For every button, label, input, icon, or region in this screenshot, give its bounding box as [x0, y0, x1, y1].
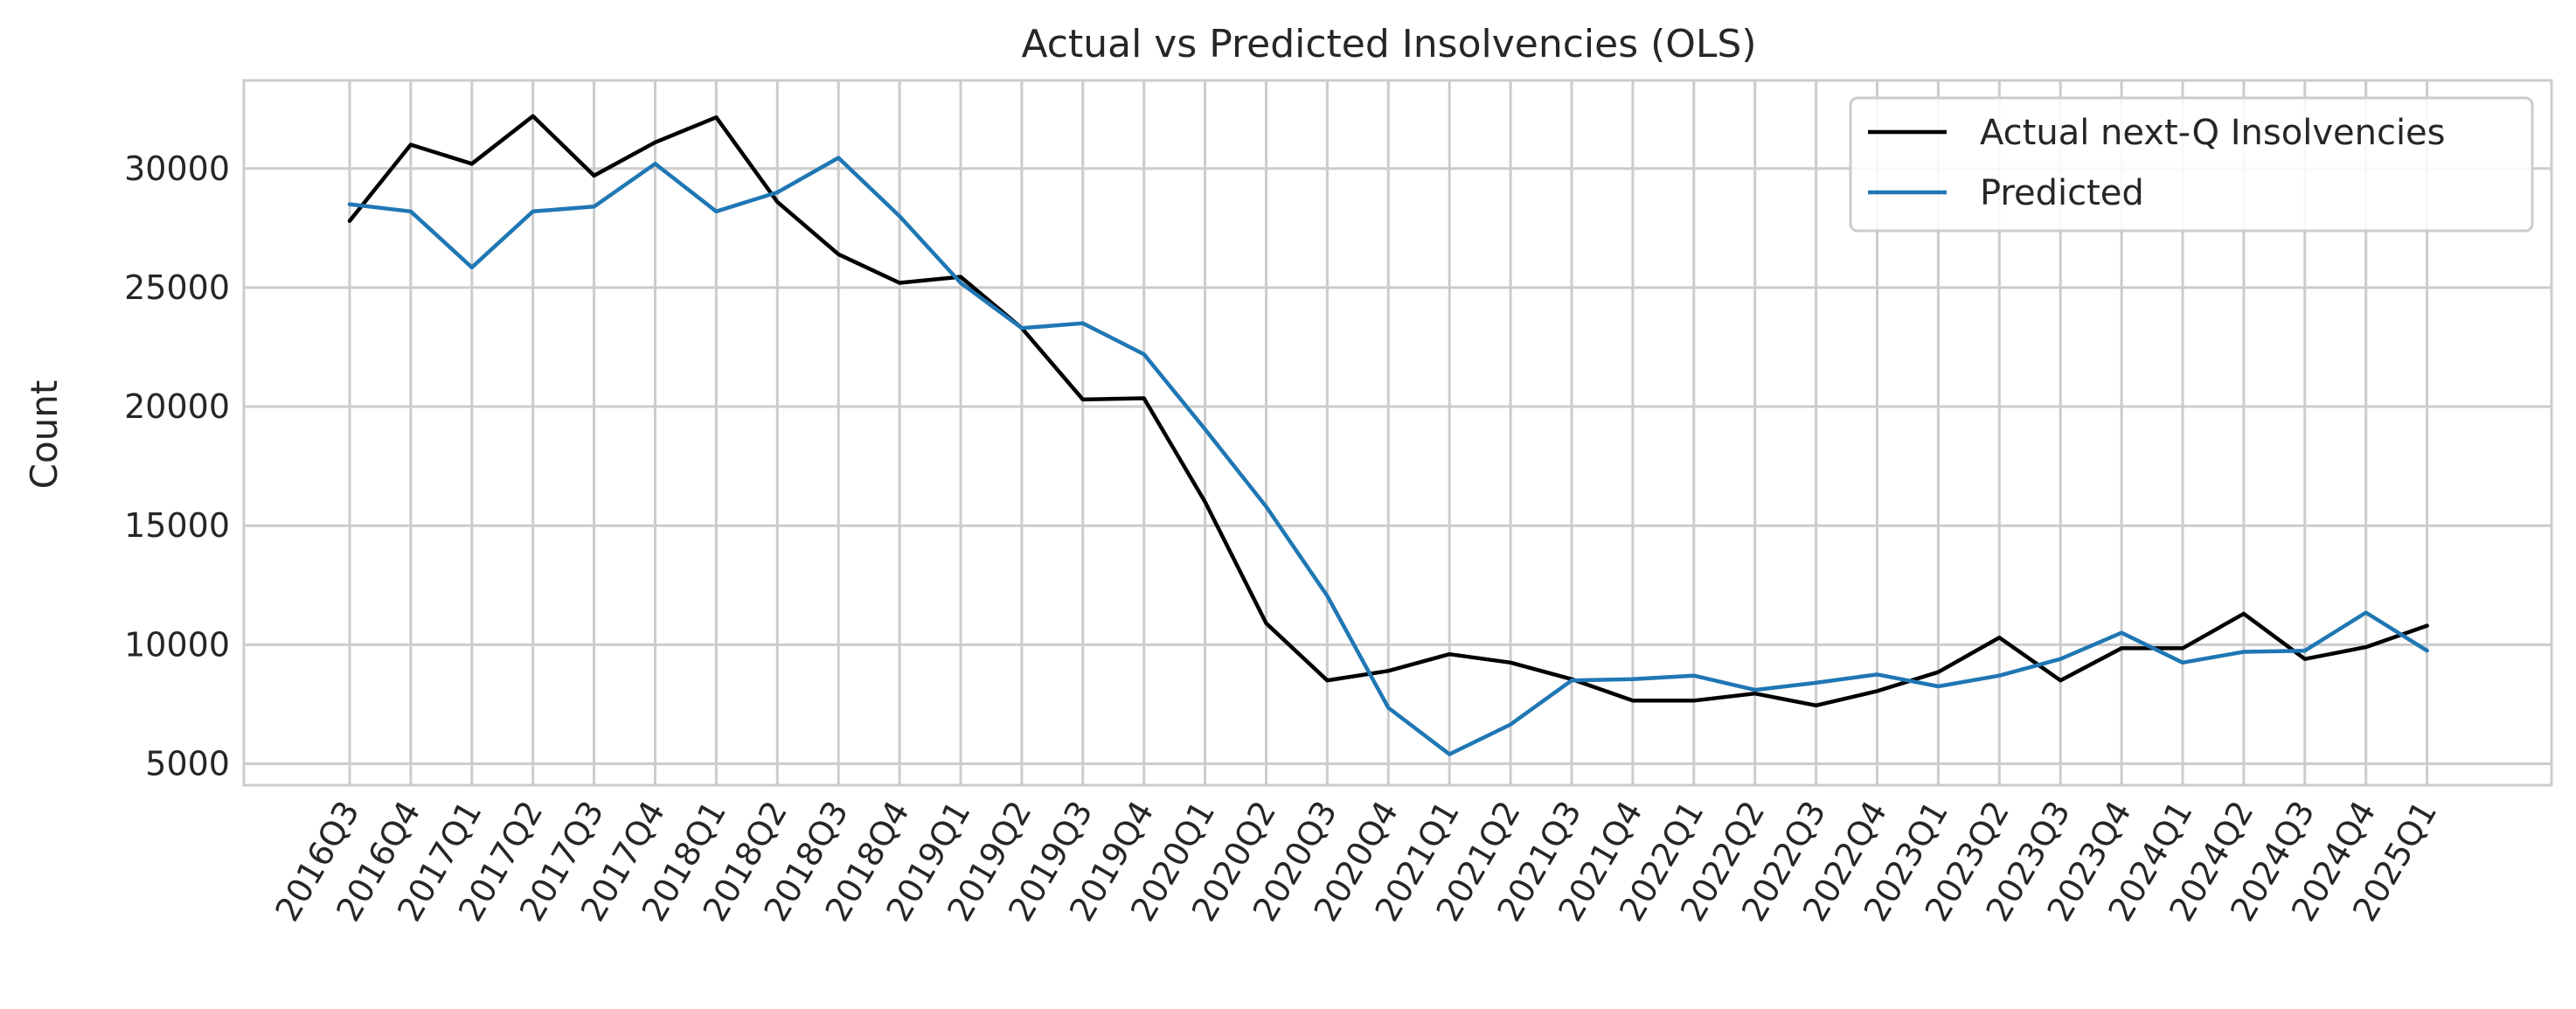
legend: Actual next-Q Insolvencies Predicted: [1849, 96, 2534, 233]
series-line-0: [347, 114, 2429, 708]
series-line-1: [347, 156, 2429, 756]
legend-box: [1849, 96, 2534, 233]
y-tick-label: 20000: [124, 387, 230, 426]
chart-title: Actual vs Predicted Insolvencies (OLS): [1021, 22, 1756, 66]
y-tick-label: 10000: [124, 625, 230, 664]
legend-label: Predicted: [1980, 173, 2144, 213]
y-tick-label: 25000: [124, 268, 230, 307]
series-layer: [347, 114, 2429, 756]
plot-frame: [242, 79, 2553, 787]
y-tick-label: 15000: [124, 506, 230, 545]
y-axis-label: Count: [23, 380, 66, 490]
grid-layer: [244, 80, 2552, 785]
y-tick-label: 30000: [124, 150, 230, 188]
legend-label: Actual next-Q Insolvencies: [1980, 113, 2446, 153]
y-tick-label: 5000: [145, 744, 230, 783]
